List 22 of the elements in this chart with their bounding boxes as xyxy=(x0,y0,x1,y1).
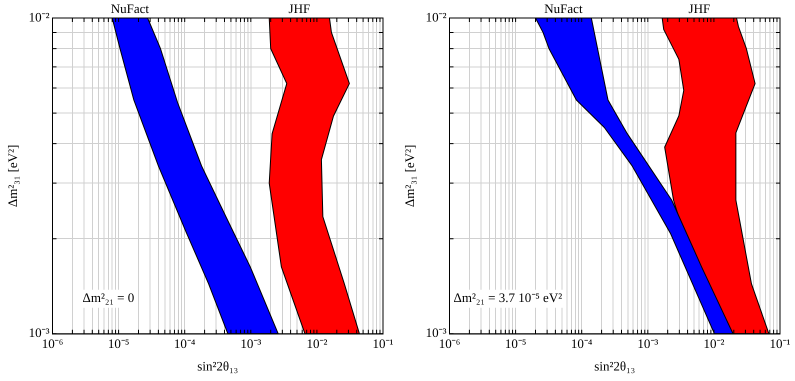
x-tick-label: 10⁻² xyxy=(703,336,724,352)
x-tick-label: 10⁻³ xyxy=(240,336,262,352)
x-tick-label: 10⁻¹ xyxy=(770,336,791,352)
x-tick-label: 10⁻¹ xyxy=(372,336,394,352)
annotation: Δm²₂₁ = 0 xyxy=(82,290,134,306)
annotation: Δm²₂₁ = 3.7 10⁻⁵ eV² xyxy=(453,290,562,306)
x-tick-label: 10⁻⁴ xyxy=(174,336,196,352)
x-tick-label: 10⁻³ xyxy=(637,336,658,352)
x-tick-label: 10⁻⁴ xyxy=(570,336,593,352)
x-tick-label: 10⁻⁵ xyxy=(504,336,526,352)
y-axis-title: Δm²₃₁ [eV²] xyxy=(5,144,20,208)
series-label: JHF xyxy=(688,0,710,16)
x-tick-label: 10⁻⁵ xyxy=(108,336,130,352)
series-label: NuFact xyxy=(110,0,150,16)
x-tick-label: 10⁻⁶ xyxy=(42,336,64,352)
series-label: JHF xyxy=(288,0,310,16)
series-label: NuFact xyxy=(544,0,583,16)
x-tick-label: 10⁻² xyxy=(306,336,328,352)
x-axis-title: sin²2θ₁₃ xyxy=(594,358,636,374)
x-tick-label: 10⁻⁶ xyxy=(438,336,460,352)
y-axis-title: Δm²₃₁ [eV²] xyxy=(402,144,418,208)
x-axis-title: sin²2θ₁₃ xyxy=(197,358,238,374)
